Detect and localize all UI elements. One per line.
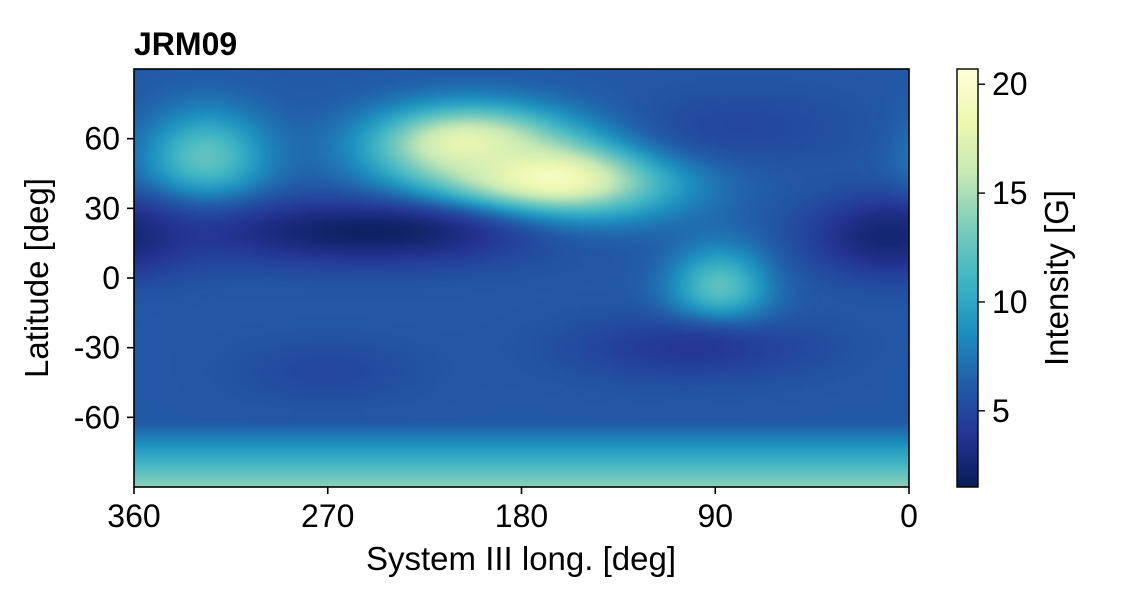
colorbar-tick-label: 10 bbox=[992, 284, 1028, 320]
colorbar-frame bbox=[956, 68, 979, 488]
x-axis-ticks: 360 270 180 90 0 bbox=[107, 487, 918, 534]
heatmap-image bbox=[134, 69, 909, 487]
x-tick-label: 270 bbox=[301, 498, 354, 534]
y-tick-label: -30 bbox=[74, 330, 120, 366]
colorbar-tick-label: 15 bbox=[992, 175, 1028, 211]
colorbar-ticks: 5 10 15 20 bbox=[978, 66, 1028, 429]
y-axis-title: Latitude [deg] bbox=[18, 178, 55, 378]
x-tick-label: 90 bbox=[697, 498, 733, 534]
y-tick-label: -60 bbox=[74, 399, 120, 435]
colorbar-gradient bbox=[957, 69, 978, 487]
x-tick-label: 180 bbox=[495, 498, 548, 534]
y-tick-label: 0 bbox=[102, 260, 120, 296]
y-axis-ticks: 60 30 0 -30 -60 bbox=[74, 121, 134, 435]
x-axis-title: System III long. [deg] bbox=[366, 540, 676, 577]
x-tick-label: 360 bbox=[107, 498, 160, 534]
y-tick-label: 30 bbox=[84, 190, 120, 226]
chart-title: JRM09 bbox=[134, 26, 237, 62]
colorbar: 5 10 15 20 bbox=[956, 66, 1028, 488]
x-tick-label: 0 bbox=[900, 498, 918, 534]
colorbar-tick-label: 5 bbox=[992, 393, 1010, 429]
plot-area bbox=[133, 68, 910, 488]
colorbar-tick-label: 20 bbox=[992, 66, 1028, 102]
colorbar-title: Intensity [G] bbox=[1038, 190, 1075, 366]
y-tick-label: 60 bbox=[84, 121, 120, 157]
